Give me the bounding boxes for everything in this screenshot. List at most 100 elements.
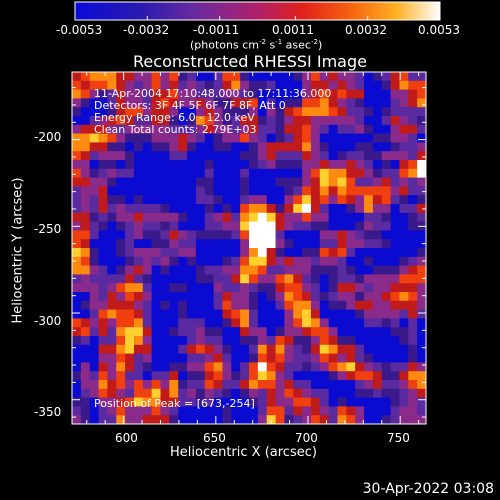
heatmap-cell [319, 362, 330, 372]
heatmap-cell [231, 204, 241, 214]
heatmap-cell [125, 177, 135, 187]
heatmap-cell [204, 221, 215, 231]
heatmap-cell [319, 107, 330, 117]
heatmap-cell [116, 265, 126, 275]
heatmap-cell [80, 283, 91, 293]
heatmap-cell [355, 98, 365, 108]
heatmap-cell [195, 256, 206, 267]
heatmap-cell [178, 300, 188, 311]
heatmap-cell [151, 336, 161, 346]
heatmap-cell [204, 107, 215, 117]
heatmap-cell [240, 309, 250, 319]
heatmap-cell [275, 204, 285, 214]
heatmap-cell [169, 72, 179, 82]
heatmap-cell [337, 133, 347, 143]
heatmap-cell [116, 274, 126, 284]
heatmap-cell [213, 230, 223, 240]
heatmap-cell [222, 397, 232, 407]
heatmap-cell [284, 344, 294, 355]
heatmap-cell [249, 116, 259, 126]
heatmap-cell [231, 415, 241, 425]
heatmap-cell [390, 133, 400, 143]
heatmap-cell [381, 107, 392, 117]
heatmap-cell [390, 371, 400, 381]
heatmap-cell [240, 248, 250, 258]
heatmap-cell [133, 248, 144, 258]
heatmap-cell [266, 274, 277, 284]
heatmap-cell [142, 388, 153, 399]
heatmap-cell [195, 80, 206, 91]
heatmap-cell [302, 406, 312, 416]
heatmap-cell [408, 353, 418, 363]
heatmap-cell [408, 318, 418, 328]
heatmap-cell [399, 195, 409, 205]
heatmap-cell [213, 353, 223, 363]
heatmap-cell [390, 336, 400, 346]
heatmap-cell [98, 124, 108, 135]
heatmap-cell [107, 186, 117, 196]
heatmap-cell [408, 274, 418, 284]
heatmap-cell [257, 248, 268, 258]
heatmap-cell [417, 292, 427, 302]
heatmap-cell [310, 353, 321, 363]
heatmap-cell [98, 388, 108, 399]
heatmap-cell [249, 274, 259, 284]
heatmap-cell [284, 300, 294, 311]
heatmap-cell [355, 265, 365, 275]
heatmap-cell [72, 212, 82, 223]
heatmap-cell [346, 283, 356, 293]
heatmap-cell [417, 415, 427, 425]
heatmap-cell [328, 89, 338, 99]
heatmap-cell [284, 142, 294, 152]
heatmap-cell [417, 362, 427, 372]
heatmap-cell [98, 212, 108, 223]
heatmap-cell [187, 98, 197, 108]
heatmap-cell [142, 89, 153, 99]
heatmap-cell [195, 133, 206, 143]
heatmap-cell [355, 318, 365, 328]
heatmap-cell [72, 380, 82, 390]
heatmap-cell [72, 256, 82, 267]
colorbar-tick-label-4: 0.0032 [345, 23, 387, 37]
heatmap-cell [231, 212, 241, 223]
heatmap-cell [364, 406, 374, 416]
heatmap-cell [328, 80, 338, 91]
heatmap-cell [328, 116, 338, 126]
heatmap-cell [231, 107, 241, 117]
heatmap-cell [249, 72, 259, 82]
heatmap-cell [107, 380, 117, 390]
heatmap-cell [107, 309, 117, 319]
heatmap-cell [240, 160, 250, 170]
heatmap-cell [98, 406, 108, 416]
heatmap-cell [293, 274, 303, 284]
heatmap-cell [204, 212, 215, 223]
heatmap-cell [399, 309, 409, 319]
heatmap-cell [310, 98, 321, 108]
heatmap-cell [125, 160, 135, 170]
heatmap-cell [169, 256, 179, 267]
heatmap-cell [328, 160, 338, 170]
heatmap-cell [310, 318, 321, 328]
heatmap-cell [417, 160, 427, 170]
heatmap-cell [302, 195, 312, 205]
heatmap-cell [302, 186, 312, 196]
heatmap-cell [390, 80, 400, 91]
heatmap-cell [328, 107, 338, 117]
heatmap-cell [310, 397, 321, 407]
heatmap-cell [125, 230, 135, 240]
heatmap-cell [169, 168, 179, 179]
heatmap-cell [195, 283, 206, 293]
heatmap-cell [125, 336, 135, 346]
heatmap-cell [399, 300, 409, 311]
heatmap-cell [213, 371, 223, 381]
heatmap-cell [80, 397, 91, 407]
heatmap-cell [257, 415, 268, 425]
heatmap-cell [89, 151, 100, 161]
heatmap-cell [116, 124, 126, 135]
heatmap-cell [390, 318, 400, 328]
heatmap-cell [355, 415, 365, 425]
heatmap-cell [213, 362, 223, 372]
heatmap-cell [399, 221, 409, 231]
heatmap-cell [142, 274, 153, 284]
heatmap-cell [80, 371, 91, 381]
